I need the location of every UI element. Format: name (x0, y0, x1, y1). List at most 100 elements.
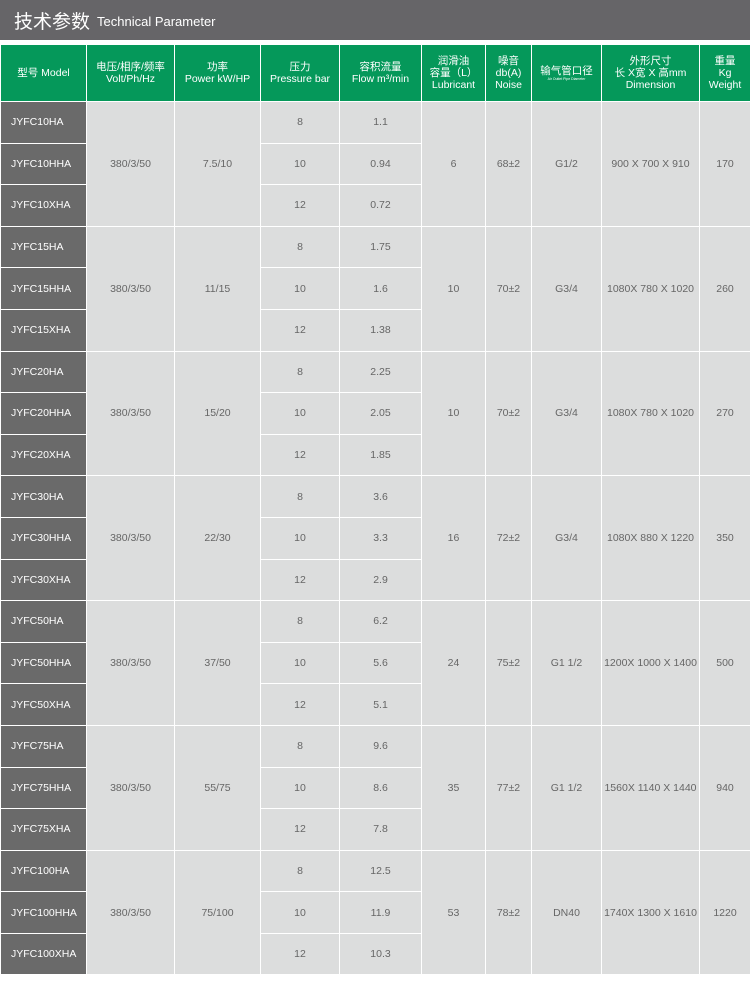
flow-cell: 1.38 (339, 308, 422, 352)
header-noise-line: db(A) (495, 67, 522, 79)
header-weight-line: 重量 (714, 55, 736, 67)
model-cell: JYFC20XHA (0, 433, 87, 477)
model-cell: JYFC75XHA (0, 808, 87, 851)
model-cell: JYFC50XHA (0, 683, 87, 726)
pressure-cell: 12 (260, 808, 340, 851)
flow-cell: 5.1 (339, 683, 422, 726)
flow-cell: 1.6 (339, 267, 422, 310)
lubricant-cell: 6 (421, 101, 486, 227)
lubricant-cell: 10 (421, 350, 486, 477)
table-row: JYFC75XHA 12 7.8 (0, 808, 750, 851)
weight-cell: 500 (699, 600, 750, 726)
flow-cell: 1.1 (339, 101, 422, 144)
table-row: JYFC20XHA 12 1.85 (0, 433, 750, 477)
header-noise-line: 噪音 (498, 55, 519, 67)
table-row: JYFC75HA 380/3/50 55/75 8 9.6 35 77±2 G1 1/2 156… (0, 724, 750, 851)
power-cell: 22/30 (174, 475, 261, 602)
pressure-cell: 12 (260, 683, 340, 726)
header-weight: 重量 Kg Weight (699, 44, 750, 102)
pressure-cell: 8 (260, 350, 340, 394)
table-row: JYFC75HHA 10 8.6 (0, 766, 750, 810)
model-cell: JYFC50HA (0, 600, 87, 643)
header-dimension-line: 外形尺寸 (629, 55, 672, 67)
model-cell: JYFC30XHA (0, 558, 87, 602)
noise-cell: 72±2 (485, 475, 532, 602)
pipe-cell: G3/4 (531, 475, 602, 602)
lubricant-cell: 35 (421, 724, 486, 851)
dimension-cell: 1080X 880 X 1220 (601, 475, 700, 602)
pressure-cell: 8 (260, 101, 340, 144)
title-bar: 技术参数 Technical Parameter (0, 0, 750, 40)
header-pipe-line: Air Outlet Pipe Diameter (547, 76, 586, 81)
pressure-cell: 10 (260, 392, 340, 435)
model-cell: JYFC15HHA (0, 267, 87, 310)
title-en: Technical Parameter (97, 14, 216, 29)
header-weight-line: Weight (708, 79, 742, 91)
volt-cell: 380/3/50 (86, 849, 175, 976)
pressure-cell: 8 (260, 225, 340, 269)
header-model-line: 型号 Model (17, 67, 70, 79)
flow-cell: 5.6 (339, 641, 422, 685)
weight-cell: 170 (699, 101, 750, 227)
pressure-cell: 10 (260, 267, 340, 310)
model-cell: JYFC50HHA (0, 641, 87, 685)
pressure-cell: 12 (260, 433, 340, 477)
pipe-cell: G1 1/2 (531, 600, 602, 726)
pressure-cell: 10 (260, 766, 340, 810)
flow-cell: 2.9 (339, 558, 422, 602)
pipe-cell: G1 1/2 (531, 724, 602, 851)
flow-cell: 1.75 (339, 225, 422, 269)
volt-cell: 380/3/50 (86, 724, 175, 851)
noise-cell: 78±2 (485, 849, 532, 976)
parameter-table: 型号 Model 电压/相序/频率 Volt/Ph/Hz 功率 Power kW/HP 压… (0, 44, 750, 976)
pressure-cell: 12 (260, 558, 340, 602)
header-noise-line: Noise (495, 79, 522, 91)
title-cn: 技术参数 (14, 11, 91, 33)
table-row: JYFC10HHA 10 0.94 (0, 142, 750, 186)
power-cell: 11/15 (174, 225, 261, 352)
dimension-cell: 1560X 1140 X 1440 (601, 724, 700, 851)
weight-cell: 350 (699, 475, 750, 602)
pressure-cell: 12 (260, 308, 340, 352)
header-dimension-line: 长 X宽 X 高mm (614, 67, 687, 79)
header-lubricant-line: Lubricant (431, 79, 476, 91)
pipe-cell: DN40 (531, 849, 602, 976)
header-volt: 电压/相序/频率 Volt/Ph/Hz (86, 44, 175, 102)
noise-cell: 70±2 (485, 225, 532, 352)
model-cell: JYFC30HHA (0, 516, 87, 560)
pressure-cell: 10 (260, 142, 340, 186)
noise-cell: 75±2 (485, 600, 532, 726)
table-row: JYFC100HHA 10 11.9 (0, 891, 750, 934)
lubricant-cell: 24 (421, 600, 486, 726)
flow-cell: 2.05 (339, 392, 422, 435)
header-dimension: 外形尺寸长 X宽 X 高mm Dimension (601, 44, 700, 102)
lubricant-cell: 16 (421, 475, 486, 602)
power-cell: 7.5/10 (174, 101, 261, 227)
dimension-cell: 1200X 1000 X 1400 (601, 600, 700, 726)
power-cell: 55/75 (174, 724, 261, 851)
volt-cell: 380/3/50 (86, 101, 175, 227)
pressure-cell: 10 (260, 641, 340, 685)
weight-cell: 940 (699, 724, 750, 851)
weight-cell: 1220 (699, 849, 750, 976)
flow-cell: 1.85 (339, 433, 422, 477)
header-pressure: 压力 Pressure bar (260, 44, 340, 102)
header-model: 型号 Model (0, 44, 87, 102)
model-cell: JYFC15XHA (0, 308, 87, 352)
table-row: JYFC50XHA 12 5.1 (0, 683, 750, 726)
dimension-cell: 1740X 1300 X 1610 (601, 849, 700, 976)
table-row: JYFC20HA 380/3/50 15/20 8 2.25 10 70±2 G3/4 1080… (0, 350, 750, 477)
pipe-cell: G3/4 (531, 225, 602, 352)
header-pressure-line: 压力 (289, 61, 311, 73)
pressure-cell: 10 (260, 891, 340, 934)
pressure-cell: 8 (260, 475, 340, 518)
table-row: JYFC30HHA 10 3.3 (0, 516, 750, 560)
model-cell: JYFC30HA (0, 475, 87, 518)
noise-cell: 70±2 (485, 350, 532, 477)
pressure-cell: 10 (260, 516, 340, 560)
flow-cell: 10.3 (339, 932, 422, 976)
model-cell: JYFC10XHA (0, 184, 87, 227)
header-pipe-line: 输气管口径 (540, 64, 593, 77)
noise-cell: 77±2 (485, 724, 532, 851)
volt-cell: 380/3/50 (86, 225, 175, 352)
